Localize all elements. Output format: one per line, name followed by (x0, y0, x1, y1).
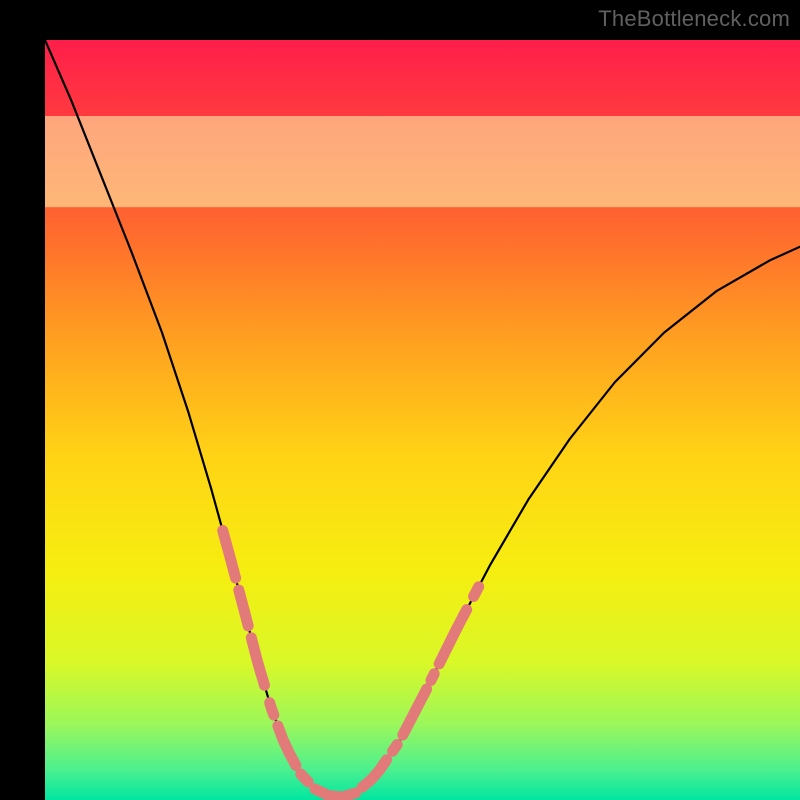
curve-marker-segment (431, 674, 434, 681)
chart-stage: TheBottleneck.com (0, 0, 800, 800)
curve-marker-segment (474, 587, 479, 597)
curve-marker-segment (393, 745, 398, 752)
chart-svg (0, 0, 800, 800)
highlight-band (45, 116, 800, 207)
curve-marker-segment (301, 774, 308, 782)
curve-marker-segment (270, 703, 274, 715)
